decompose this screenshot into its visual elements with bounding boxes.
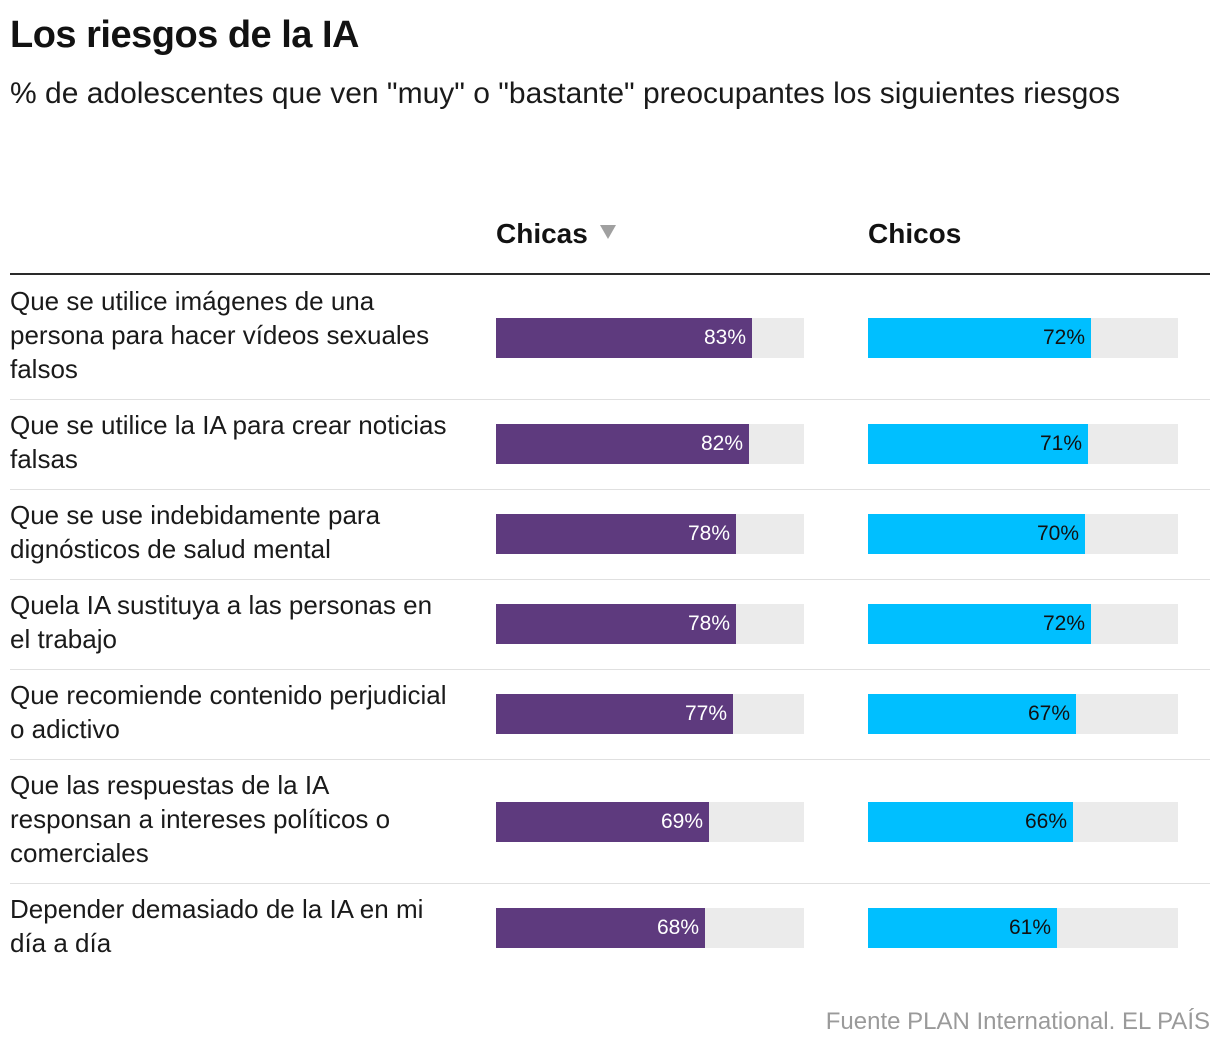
bar-track-chicas: 68% [496, 908, 804, 948]
row-label: Que se use indebidamente para dignóstico… [10, 500, 381, 564]
bar-track-chicos: 61% [868, 908, 1178, 948]
bar-chicas: 83% [496, 318, 752, 358]
bar-track-chicas: 69% [496, 802, 804, 842]
bar-chicas: 68% [496, 908, 705, 948]
row-divider [10, 669, 1210, 670]
row-label: Quela IA sustituya a las personas en el … [10, 590, 433, 654]
bar-track-chicas: 77% [496, 694, 804, 734]
bar-value-label: 78% [687, 522, 730, 545]
row-label: Depender demasiado de la IA en mi día a … [10, 894, 424, 958]
bar-value-label: 61% [1008, 916, 1051, 939]
bar-chicos: 70% [868, 514, 1085, 554]
bar-track-chicas: 78% [496, 604, 804, 644]
bar-value-label: 78% [687, 612, 730, 635]
bar-chicas: 78% [496, 604, 736, 644]
bar-value-label: 68% [656, 916, 699, 939]
bar-value-label: 72% [1042, 326, 1085, 349]
row-divider [10, 489, 1210, 490]
bar-chicas: 69% [496, 802, 709, 842]
sort-descending-icon [599, 225, 616, 239]
row-divider [10, 759, 1210, 760]
bar-track-chicos: 67% [868, 694, 1178, 734]
bar-chicos: 72% [868, 604, 1091, 644]
bar-track-chicos: 72% [868, 604, 1178, 644]
column-header-chicas[interactable]: Chicas [496, 218, 616, 250]
bar-value-label: 72% [1042, 612, 1085, 635]
bar-chicas: 77% [496, 694, 733, 734]
bar-track-chicos: 71% [868, 424, 1178, 464]
row-label: Que recomiende contenido perjudicial o a… [10, 680, 447, 744]
header-divider [10, 273, 1210, 275]
bar-chicos: 66% [868, 802, 1073, 842]
column-header-chicas-label: Chicas [496, 218, 588, 249]
bar-track-chicos: 72% [868, 318, 1178, 358]
bar-value-label: 67% [1027, 702, 1070, 725]
chart-title: Los riesgos de la IA [10, 14, 360, 56]
row-divider [10, 399, 1210, 400]
column-header-chicos-label: Chicos [868, 218, 962, 249]
row-label: Que las respuestas de la IA responsan a … [10, 770, 391, 868]
bar-value-label: 71% [1039, 432, 1082, 455]
chart-row: Que se utilice imágenes de una persona p… [10, 284, 1210, 400]
bar-value-label: 66% [1024, 810, 1067, 833]
bar-chicos: 61% [868, 908, 1057, 948]
bar-chicos: 67% [868, 694, 1076, 734]
bar-chicas: 82% [496, 424, 749, 464]
chart-row: Depender demasiado de la IA en mi día a … [10, 884, 1210, 974]
column-header-chicos[interactable]: Chicos [868, 218, 961, 250]
row-divider [10, 883, 1210, 884]
row-label: Que se utilice imágenes de una persona p… [10, 286, 430, 384]
chart-subtitle: % de adolescentes que ven "muy" o "basta… [10, 77, 1120, 110]
bar-track-chicos: 70% [868, 514, 1178, 554]
bar-chicos: 71% [868, 424, 1088, 464]
bar-value-label: 70% [1036, 522, 1079, 545]
bar-track-chicas: 78% [496, 514, 804, 554]
source-note: Fuente PLAN International. EL PAÍS [825, 1008, 1210, 1035]
chart-row: Que se use indebidamente para dignóstico… [10, 490, 1210, 580]
chart-row: Que se utilice la IA para crear noticias… [10, 400, 1210, 490]
bar-track-chicos: 66% [868, 802, 1178, 842]
row-divider [10, 579, 1210, 580]
bar-value-label: 82% [700, 432, 743, 455]
chart-row: Que recomiende contenido perjudicial o a… [10, 670, 1210, 760]
bar-chicos: 72% [868, 318, 1091, 358]
bar-value-label: 69% [660, 810, 703, 833]
row-label: Que se utilice la IA para crear noticias… [10, 410, 447, 474]
bar-track-chicas: 83% [496, 318, 804, 358]
bar-track-chicas: 82% [496, 424, 804, 464]
bar-chicas: 78% [496, 514, 736, 554]
chart-row: Que las respuestas de la IA responsan a … [10, 760, 1210, 884]
bar-value-label: 83% [703, 326, 746, 349]
chart-row: Quela IA sustituya a las personas en el … [10, 580, 1210, 670]
bar-value-label: 77% [684, 702, 727, 725]
